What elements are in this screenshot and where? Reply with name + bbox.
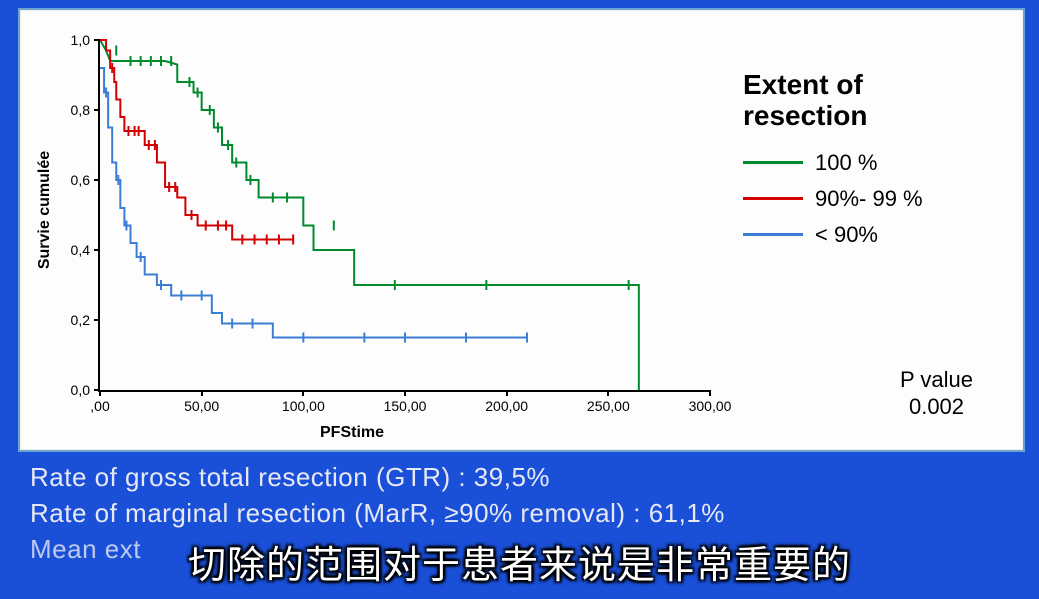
x-tick-label: ,00 (90, 398, 109, 414)
x-tick-label: 250,00 (587, 398, 630, 414)
x-axis-label: PFStime (320, 424, 384, 442)
x-tick-mark (506, 390, 508, 396)
subtitle-caption: 切除的范围对于患者来说是非常重要的 (0, 534, 1039, 589)
footer-line-2: Rate of marginal resection (MarR, ≥90% r… (30, 498, 725, 529)
x-tick-mark (99, 390, 101, 396)
plot-area: 0,00,20,40,60,81,0,0050,00100,00150,0020… (98, 40, 710, 392)
x-tick-mark (607, 390, 609, 396)
footer-line-1: Rate of gross total resection (GTR) : 39… (30, 462, 550, 493)
legend-swatch (743, 161, 803, 164)
x-tick-label: 100,00 (282, 398, 325, 414)
y-tick-mark (94, 319, 100, 321)
legend-label: 100 % (815, 150, 877, 176)
x-tick-mark (201, 390, 203, 396)
y-tick-label: 0,2 (71, 312, 90, 328)
x-tick-label: 50,00 (184, 398, 219, 414)
legend-items: 100 % 90%- 99 % < 90% (743, 150, 1003, 248)
y-tick-label: 0,8 (71, 102, 90, 118)
y-axis-label: Survie cumulée (36, 151, 54, 269)
x-tick-label: 150,00 (384, 398, 427, 414)
legend-label: < 90% (815, 222, 878, 248)
x-tick-mark (404, 390, 406, 396)
y-tick-mark (94, 179, 100, 181)
series-line (100, 68, 527, 338)
y-tick-label: 0,4 (71, 242, 90, 258)
y-tick-label: 0,0 (71, 382, 90, 398)
km-curves-svg (100, 40, 710, 390)
legend-swatch (743, 233, 803, 236)
legend-label: 90%- 99 % (815, 186, 923, 212)
x-tick-mark (302, 390, 304, 396)
y-tick-mark (94, 109, 100, 111)
x-tick-label: 200,00 (485, 398, 528, 414)
series-line (100, 40, 293, 240)
y-tick-mark (94, 249, 100, 251)
y-tick-mark (94, 39, 100, 41)
legend-swatch (743, 197, 803, 200)
legend-item: < 90% (743, 222, 1003, 248)
y-tick-label: 1,0 (71, 32, 90, 48)
slide-root: 0,0 0,2 0,4 0,6 0,8 1,0 ,00 50,00 100,00 150,00 20… (0, 0, 1039, 599)
legend-item: 100 % (743, 150, 1003, 176)
x-tick-mark (709, 390, 711, 396)
p-value-number: 0.002 (900, 394, 973, 420)
p-value-label: P value (900, 367, 973, 393)
legend-title: Extent ofresection (743, 70, 1003, 132)
p-value: P value 0.002 (900, 367, 973, 420)
legend-item: 90%- 99 % (743, 186, 1003, 212)
chart-panel: 0,0 0,2 0,4 0,6 0,8 1,0 ,00 50,00 100,00 150,00 20… (18, 8, 1025, 452)
y-tick-label: 0,6 (71, 172, 90, 188)
x-tick-label: 300,00 (689, 398, 732, 414)
legend: Extent ofresection 100 % 90%- 99 % < 90% (743, 70, 1003, 258)
